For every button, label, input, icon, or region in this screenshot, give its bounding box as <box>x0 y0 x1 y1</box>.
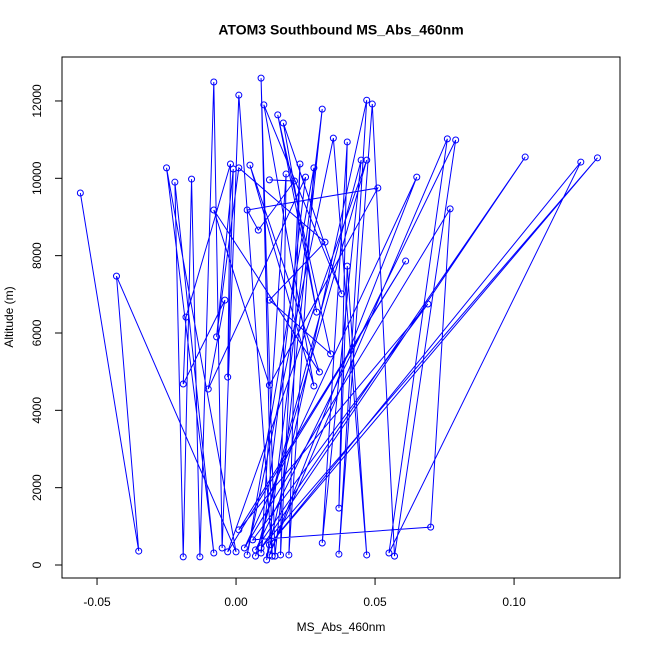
data-point <box>232 548 240 556</box>
data-point <box>257 544 265 552</box>
data-point <box>182 313 190 321</box>
data-point <box>521 153 529 161</box>
y-tick-label: 4000 <box>30 397 44 424</box>
data-point <box>265 296 273 304</box>
data-point <box>446 205 454 213</box>
data-point <box>577 158 585 166</box>
x-tick-label: 0.05 <box>363 595 387 609</box>
data-point <box>235 526 243 534</box>
data-point <box>593 154 601 162</box>
data-point <box>302 173 310 181</box>
data-point <box>285 551 293 559</box>
data-point <box>318 539 326 547</box>
series-line <box>79 78 598 561</box>
data-point <box>310 164 318 172</box>
data-point <box>427 523 435 531</box>
data-point <box>296 160 304 168</box>
data-point <box>321 238 329 246</box>
data-point <box>254 226 262 234</box>
data-point <box>279 119 287 127</box>
data-point <box>210 206 218 214</box>
data-point <box>196 553 204 561</box>
x-tick-label: 0.10 <box>502 595 526 609</box>
data-point <box>210 78 218 86</box>
y-tick-label: 0 <box>30 561 44 568</box>
data-point <box>368 100 376 108</box>
data-point <box>240 544 248 552</box>
data-point <box>413 173 421 181</box>
data-point <box>265 551 273 559</box>
data-point <box>313 308 321 316</box>
data-point <box>338 290 346 298</box>
data-point <box>112 272 120 280</box>
data-point <box>249 536 257 544</box>
data-point <box>224 373 232 381</box>
data-point <box>335 504 343 512</box>
data-point <box>391 552 399 560</box>
data-point <box>282 170 290 178</box>
data-point <box>235 91 243 99</box>
x-tick-label: -0.05 <box>83 595 111 609</box>
data-point <box>343 138 351 146</box>
data-point <box>213 333 221 341</box>
data-point <box>329 134 337 142</box>
data-point <box>265 176 273 184</box>
data-point <box>210 549 218 557</box>
data-point <box>385 549 393 557</box>
data-point <box>290 177 298 185</box>
data-point <box>135 547 143 555</box>
data-point <box>218 544 226 552</box>
data-point <box>221 296 229 304</box>
data-point <box>315 368 323 376</box>
data-point <box>246 161 254 169</box>
x-tick-label: 0.00 <box>224 595 248 609</box>
data-point <box>163 164 171 172</box>
data-point <box>265 381 273 389</box>
data-point <box>204 385 212 393</box>
y-tick-label: 6000 <box>30 319 44 346</box>
data-point <box>343 262 351 270</box>
y-tick-label: 12000 <box>30 84 44 118</box>
data-point <box>179 553 187 561</box>
y-tick-label: 8000 <box>30 242 44 269</box>
data-point <box>257 74 265 82</box>
y-tick-label: 10000 <box>30 161 44 195</box>
data-point <box>363 551 371 559</box>
data-point <box>443 135 451 143</box>
y-axis-label: Altitude (m) <box>2 286 16 347</box>
data-point <box>327 350 335 358</box>
data-point <box>179 380 187 388</box>
data-point <box>260 101 268 109</box>
data-point <box>265 541 273 549</box>
data-point <box>424 300 432 308</box>
data-point <box>452 136 460 144</box>
x-axis-label: MS_Abs_460nm <box>297 620 386 634</box>
data-point <box>335 550 343 558</box>
data-point <box>357 156 365 164</box>
data-point <box>402 257 410 265</box>
data-point <box>277 551 285 559</box>
data-point <box>257 549 265 557</box>
data-point <box>243 206 251 214</box>
y-tick-label: 2000 <box>30 474 44 501</box>
data-point <box>188 175 196 183</box>
plot-frame <box>61 56 621 579</box>
data-point <box>363 96 371 104</box>
data-point <box>235 164 243 172</box>
data-point <box>274 111 282 119</box>
data-point <box>76 189 84 197</box>
data-point <box>318 105 326 113</box>
data-point <box>224 548 232 556</box>
data-point <box>310 382 318 390</box>
chart-title: ATOM3 Southbound MS_Abs_460nm <box>218 22 463 38</box>
data-point <box>252 552 260 560</box>
data-point <box>171 178 179 186</box>
data-point <box>243 551 251 559</box>
data-point <box>374 184 382 192</box>
